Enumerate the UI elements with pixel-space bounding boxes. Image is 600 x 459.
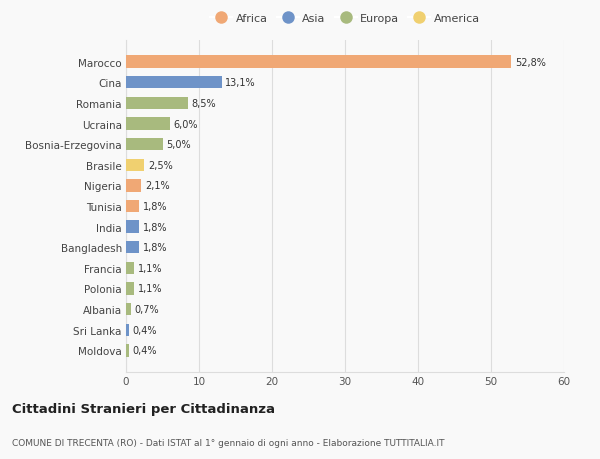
Text: 1,8%: 1,8% [143, 222, 167, 232]
Text: 13,1%: 13,1% [225, 78, 256, 88]
Text: 0,7%: 0,7% [135, 304, 160, 314]
Text: COMUNE DI TRECENTA (RO) - Dati ISTAT al 1° gennaio di ogni anno - Elaborazione T: COMUNE DI TRECENTA (RO) - Dati ISTAT al … [12, 438, 445, 448]
Text: 0,4%: 0,4% [133, 325, 157, 335]
Bar [126, 159, 144, 172]
Bar [126, 241, 139, 254]
Bar [126, 139, 163, 151]
Text: 0,4%: 0,4% [133, 346, 157, 356]
Text: 1,1%: 1,1% [137, 284, 162, 294]
Text: 2,5%: 2,5% [148, 160, 173, 170]
Bar [126, 283, 134, 295]
Text: Cittadini Stranieri per Cittadinanza: Cittadini Stranieri per Cittadinanza [12, 403, 275, 415]
Bar [126, 77, 221, 89]
Text: 2,1%: 2,1% [145, 181, 170, 191]
Legend: Africa, Asia, Europa, America: Africa, Asia, Europa, America [210, 14, 480, 24]
Text: 1,8%: 1,8% [143, 202, 167, 212]
Text: 1,8%: 1,8% [143, 243, 167, 253]
Bar [126, 303, 131, 316]
Bar [126, 56, 511, 69]
Bar [126, 97, 188, 110]
Bar [126, 118, 170, 130]
Bar [126, 201, 139, 213]
Bar [126, 221, 139, 233]
Text: 52,8%: 52,8% [515, 57, 546, 67]
Bar [126, 180, 142, 192]
Bar [126, 344, 129, 357]
Text: 1,1%: 1,1% [137, 263, 162, 273]
Text: 6,0%: 6,0% [173, 119, 198, 129]
Text: 8,5%: 8,5% [192, 99, 217, 109]
Bar [126, 262, 134, 274]
Text: 5,0%: 5,0% [166, 140, 191, 150]
Bar [126, 324, 129, 336]
